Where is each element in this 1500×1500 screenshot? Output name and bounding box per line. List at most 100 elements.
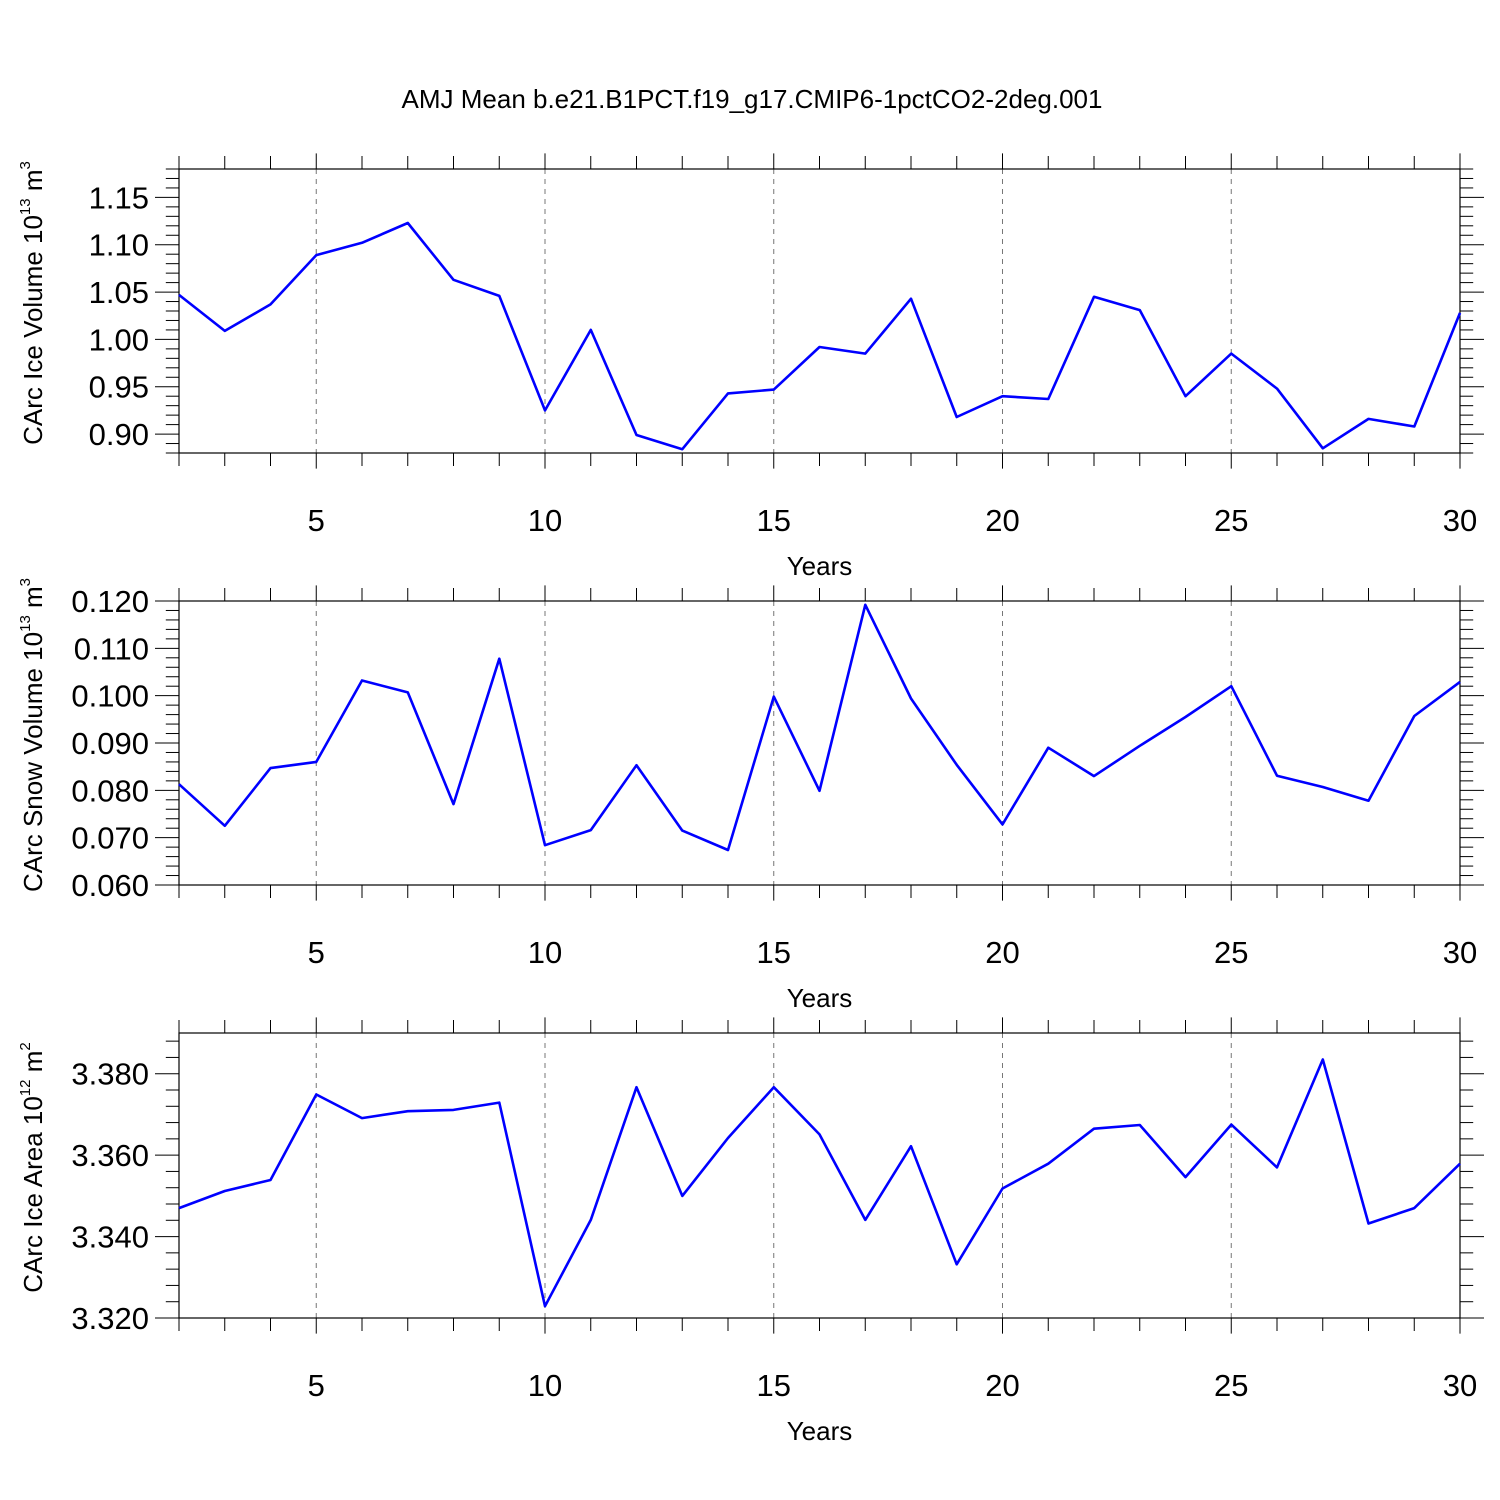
y-axis-title: CArc Snow Volume 1013 m3 (17, 578, 48, 892)
y-axis-title: CArc Ice Area 1012 m2 (17, 1042, 48, 1292)
data-point (314, 253, 318, 257)
plot-frame (178, 1032, 1461, 1319)
data-point (1138, 744, 1142, 748)
data-point (543, 1304, 547, 1308)
data-point (1138, 308, 1142, 312)
x-tick-label: 30 (1443, 1368, 1477, 1403)
y-tick-label: 0.080 (71, 773, 149, 808)
data-point (1092, 1127, 1096, 1131)
data-point (863, 352, 867, 356)
x-tick-label: 10 (528, 503, 562, 538)
x-tick-label: 20 (985, 1368, 1019, 1403)
data-point (314, 1092, 318, 1096)
data-point (360, 679, 364, 683)
x-tick-label: 30 (1443, 503, 1477, 538)
data-point (1412, 714, 1416, 718)
x-tick-label: 10 (528, 935, 562, 970)
x-tick-label: 30 (1443, 935, 1477, 970)
data-point (909, 697, 913, 701)
data-point (818, 345, 822, 349)
x-tick-label: 15 (757, 1368, 791, 1403)
data-point (1046, 746, 1050, 750)
y-tick-label: 3.360 (71, 1138, 149, 1173)
y-tick-label: 1.10 (89, 228, 149, 263)
series-line-snow-volume (178, 603, 1461, 852)
data-point (543, 408, 547, 412)
data-point (314, 760, 318, 764)
data-point (452, 802, 456, 806)
y-tick-label: 1.00 (89, 322, 149, 357)
data-point (1229, 684, 1233, 688)
y-tick-label: 3.380 (71, 1057, 149, 1092)
data-point (223, 1189, 227, 1193)
data-point (269, 766, 273, 770)
y-tick-label: 0.060 (71, 868, 149, 903)
data-point (497, 294, 501, 298)
data-point (1367, 1222, 1371, 1226)
data-point (177, 293, 181, 297)
data-point (177, 1206, 181, 1210)
panel-ice-area: 3.320 3.340 3.360 3.380 5 10 15 20 25 30 Years CArc… (17, 1017, 1484, 1446)
data-point (1046, 1162, 1050, 1166)
y-tick-label: 0.110 (74, 631, 149, 666)
panel-snow-volume: 0.060 0.070 0.080 0.090 0.100 0.110 0.120 5 10 15… (17, 578, 1484, 1013)
data-point (1229, 1123, 1233, 1127)
data-point (1184, 394, 1188, 398)
data-point (818, 789, 822, 793)
plot-frame (178, 600, 1461, 886)
data-point (1275, 774, 1279, 778)
data-point (1275, 1165, 1279, 1169)
x-tick-label: 5 (308, 503, 325, 538)
series-line-ice-volume (178, 221, 1462, 451)
data-point (818, 1132, 822, 1136)
data-point (1275, 387, 1279, 391)
data-point (635, 1085, 639, 1089)
data-point (772, 1085, 776, 1089)
x-tick-label: 25 (1214, 935, 1248, 970)
figure-title: AMJ Mean b.e21.B1PCT.f19_g17.CMIP6-1pctC… (402, 84, 1103, 114)
data-point (1412, 1206, 1416, 1210)
data-point (680, 1194, 684, 1198)
data-point (452, 1108, 456, 1112)
panel-ice-volume: 0.90 0.95 1.00 1.05 1.10 1.15 5 10 15 20 25 30 Years… (17, 153, 1484, 581)
data-point (177, 782, 181, 786)
data-point (589, 828, 593, 832)
data-point (772, 695, 776, 699)
data-point (635, 433, 639, 437)
x-tick-label: 20 (985, 503, 1019, 538)
data-point (1001, 822, 1005, 826)
data-point (863, 603, 867, 607)
data-point (1184, 715, 1188, 719)
data-point (589, 1218, 593, 1222)
data-point (1001, 394, 1005, 398)
data-point (955, 415, 959, 419)
y-tick-label: 0.90 (89, 417, 149, 452)
data-point (360, 241, 364, 245)
x-tick-label: 5 (308, 935, 325, 970)
x-tick-label: 20 (985, 935, 1019, 970)
data-point (1458, 680, 1462, 684)
y-axis-title: CArc Ice Volume 1013 m3 (17, 161, 48, 445)
data-point (543, 843, 547, 847)
data-point (452, 278, 456, 282)
data-point (1001, 1187, 1005, 1191)
x-axis-title: Years (787, 1416, 853, 1446)
x-tick-label: 15 (757, 503, 791, 538)
data-point (680, 447, 684, 451)
data-point (1092, 774, 1096, 778)
x-tick-label: 5 (308, 1368, 325, 1403)
y-tick-label: 0.100 (71, 679, 149, 714)
x-axis-title: Years (787, 551, 853, 581)
data-point (863, 1218, 867, 1222)
data-point (955, 1262, 959, 1266)
data-point (406, 690, 410, 694)
data-point (772, 388, 776, 392)
data-point (269, 302, 273, 306)
y-tick-label: 0.090 (71, 726, 149, 761)
series-line-ice-area (178, 1058, 1461, 1308)
data-point (497, 657, 501, 661)
data-point (1458, 311, 1462, 315)
data-point (1184, 1175, 1188, 1179)
plot-frame (178, 168, 1461, 454)
